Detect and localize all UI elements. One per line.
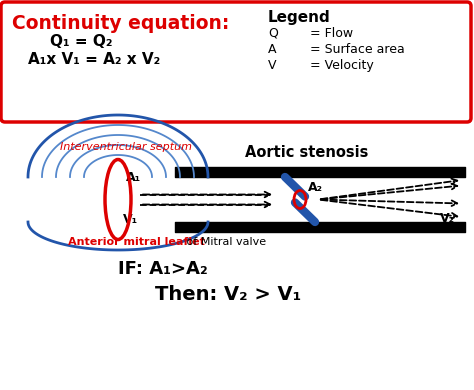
Text: of Mitral valve: of Mitral valve	[183, 237, 266, 247]
Text: V: V	[268, 59, 276, 72]
Text: Q₁ = Q₂: Q₁ = Q₂	[50, 34, 112, 49]
Text: Then: V₂ > V₁: Then: V₂ > V₁	[155, 285, 301, 304]
Text: V₁: V₁	[123, 213, 138, 226]
Text: = Flow: = Flow	[310, 27, 353, 40]
FancyBboxPatch shape	[1, 2, 471, 122]
Text: Q: Q	[268, 27, 278, 40]
Text: Legend: Legend	[268, 10, 331, 25]
Text: Interventricular septum: Interventricular septum	[60, 142, 192, 152]
Text: A₁x V₁ = A₂ x V₂: A₁x V₁ = A₂ x V₂	[28, 52, 160, 67]
Text: IF: A₁>A₂: IF: A₁>A₂	[118, 260, 208, 278]
Text: = Velocity: = Velocity	[310, 59, 374, 72]
Text: V₂: V₂	[440, 213, 455, 225]
Text: Aortic stenosis: Aortic stenosis	[245, 145, 368, 160]
Text: = Surface area: = Surface area	[310, 43, 405, 56]
Text: A₂: A₂	[308, 181, 323, 194]
Text: A₁: A₁	[126, 171, 141, 184]
Text: Anterior mitral leaflet: Anterior mitral leaflet	[68, 237, 205, 247]
Text: Continuity equation:: Continuity equation:	[12, 14, 229, 33]
Text: A: A	[268, 43, 276, 56]
